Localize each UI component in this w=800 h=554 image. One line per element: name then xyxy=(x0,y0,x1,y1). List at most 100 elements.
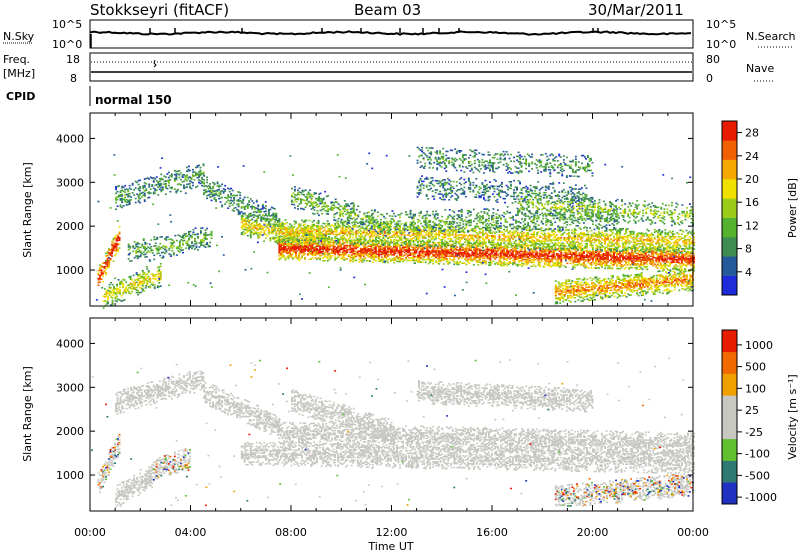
range-gate-cell xyxy=(273,221,276,223)
range-gate-cell xyxy=(631,266,634,269)
range-gate-cell xyxy=(331,255,334,257)
range-gate-cell xyxy=(465,263,468,266)
range-gate-cell xyxy=(278,218,281,220)
range-gate-cell xyxy=(173,180,176,182)
range-gate-cell xyxy=(119,282,121,284)
range-gate-cell xyxy=(102,266,104,268)
range-gate-cell xyxy=(350,239,353,241)
range-gate-cell xyxy=(97,272,100,274)
range-gate-cell xyxy=(139,197,142,200)
range-gate-cell xyxy=(150,245,153,248)
range-gate-cell xyxy=(147,271,150,274)
range-gate-cell xyxy=(115,199,117,201)
range-gate-cell xyxy=(142,187,145,190)
range-gate-cell xyxy=(100,270,103,273)
range-gate-cell xyxy=(112,248,115,251)
range-gate-cell xyxy=(653,263,656,266)
range-gate-cell xyxy=(316,248,318,250)
range-gate-cell xyxy=(121,185,124,188)
range-gate-cell xyxy=(97,281,100,284)
range-gate-cell xyxy=(172,245,175,248)
range-gate-cell xyxy=(301,241,303,244)
range-gate-cell xyxy=(239,194,242,197)
range-gate-cell xyxy=(245,214,248,217)
range-gate-cell xyxy=(112,249,115,252)
range-gate-cell xyxy=(249,236,252,239)
range-gate-cell xyxy=(322,233,325,235)
range-gate-cell xyxy=(218,188,220,191)
range-gate-cell xyxy=(142,191,145,194)
beam-title: Beam 03 xyxy=(354,1,421,19)
range-gate-cell xyxy=(215,192,217,195)
range-gate-cell xyxy=(269,208,272,211)
range-gate-cell xyxy=(191,241,193,243)
range-gate-cell xyxy=(132,286,135,288)
range-gate-cell xyxy=(143,278,146,281)
range-gate-cell xyxy=(242,215,245,217)
range-gate-cell xyxy=(127,194,130,197)
range-gate-cell xyxy=(233,210,236,212)
range-gate-cell xyxy=(152,275,155,277)
range-gate-cell xyxy=(343,256,346,259)
range-gate-cell xyxy=(160,189,163,191)
range-gate-cell xyxy=(120,283,123,285)
range-gate-cell xyxy=(239,213,242,215)
range-gate-cell xyxy=(676,265,679,267)
range-gate-cell xyxy=(206,238,208,240)
range-gate-cell xyxy=(646,268,649,271)
range-gate-cell xyxy=(131,182,134,185)
range-gate-cell xyxy=(216,181,219,183)
range-gate-cell xyxy=(151,185,154,187)
range-gate-cell xyxy=(107,298,109,301)
range-gate-cell xyxy=(119,199,122,201)
range-gate-cell xyxy=(99,274,101,277)
range-gate-cell xyxy=(246,196,249,199)
range-gate-cell xyxy=(128,292,131,294)
range-gate-cell xyxy=(311,257,314,259)
range-gate-cell xyxy=(160,186,163,189)
range-gate-cell xyxy=(116,287,118,290)
range-gate-cell xyxy=(111,250,113,252)
range-gate-cell xyxy=(125,204,128,206)
range-gate-cell xyxy=(387,261,389,264)
range-gate-cell xyxy=(108,249,110,251)
range-gate-cell xyxy=(202,163,205,165)
range-gate-cell xyxy=(115,242,118,245)
range-gate-cell xyxy=(534,265,537,268)
range-gate-cell xyxy=(175,239,178,242)
range-gate-cell xyxy=(178,251,181,253)
range-gate-cell xyxy=(144,277,147,280)
range-gate-cell xyxy=(202,171,205,173)
range-gate-cell xyxy=(134,180,137,183)
range-gate-cell xyxy=(145,188,148,190)
range-gate-cell xyxy=(438,263,441,265)
range-gate-cell xyxy=(186,240,189,243)
range-gate-cell xyxy=(167,184,170,187)
range-gate-cell xyxy=(111,289,114,291)
range-gate-cell xyxy=(112,244,115,247)
range-gate-cell xyxy=(209,183,211,185)
range-gate-cell xyxy=(106,261,109,264)
range-gate-cell xyxy=(164,176,167,178)
range-gate-cell xyxy=(233,197,236,199)
range-gate-cell xyxy=(328,222,331,225)
range-gate-cell xyxy=(105,263,107,265)
range-gate-cell xyxy=(109,259,112,262)
range-gate-cell xyxy=(231,204,234,206)
range-gate-cell xyxy=(173,169,176,172)
range-gate-cell xyxy=(104,293,106,295)
range-gate-cell xyxy=(115,192,117,195)
range-gate-cell xyxy=(680,268,683,270)
range-gate-cell xyxy=(103,267,106,269)
range-gate-cell xyxy=(290,241,293,244)
range-gate-cell xyxy=(135,272,138,274)
range-gate-cell xyxy=(266,235,269,237)
range-gate-cell xyxy=(204,188,207,191)
range-gate-cell xyxy=(167,180,170,183)
range-gate-cell xyxy=(137,279,140,282)
range-gate-cell xyxy=(182,251,184,254)
range-gate-cell xyxy=(209,241,211,244)
range-gate-cell xyxy=(118,185,120,187)
range-gate-cell xyxy=(656,267,659,270)
range-gate-cell xyxy=(140,282,143,284)
